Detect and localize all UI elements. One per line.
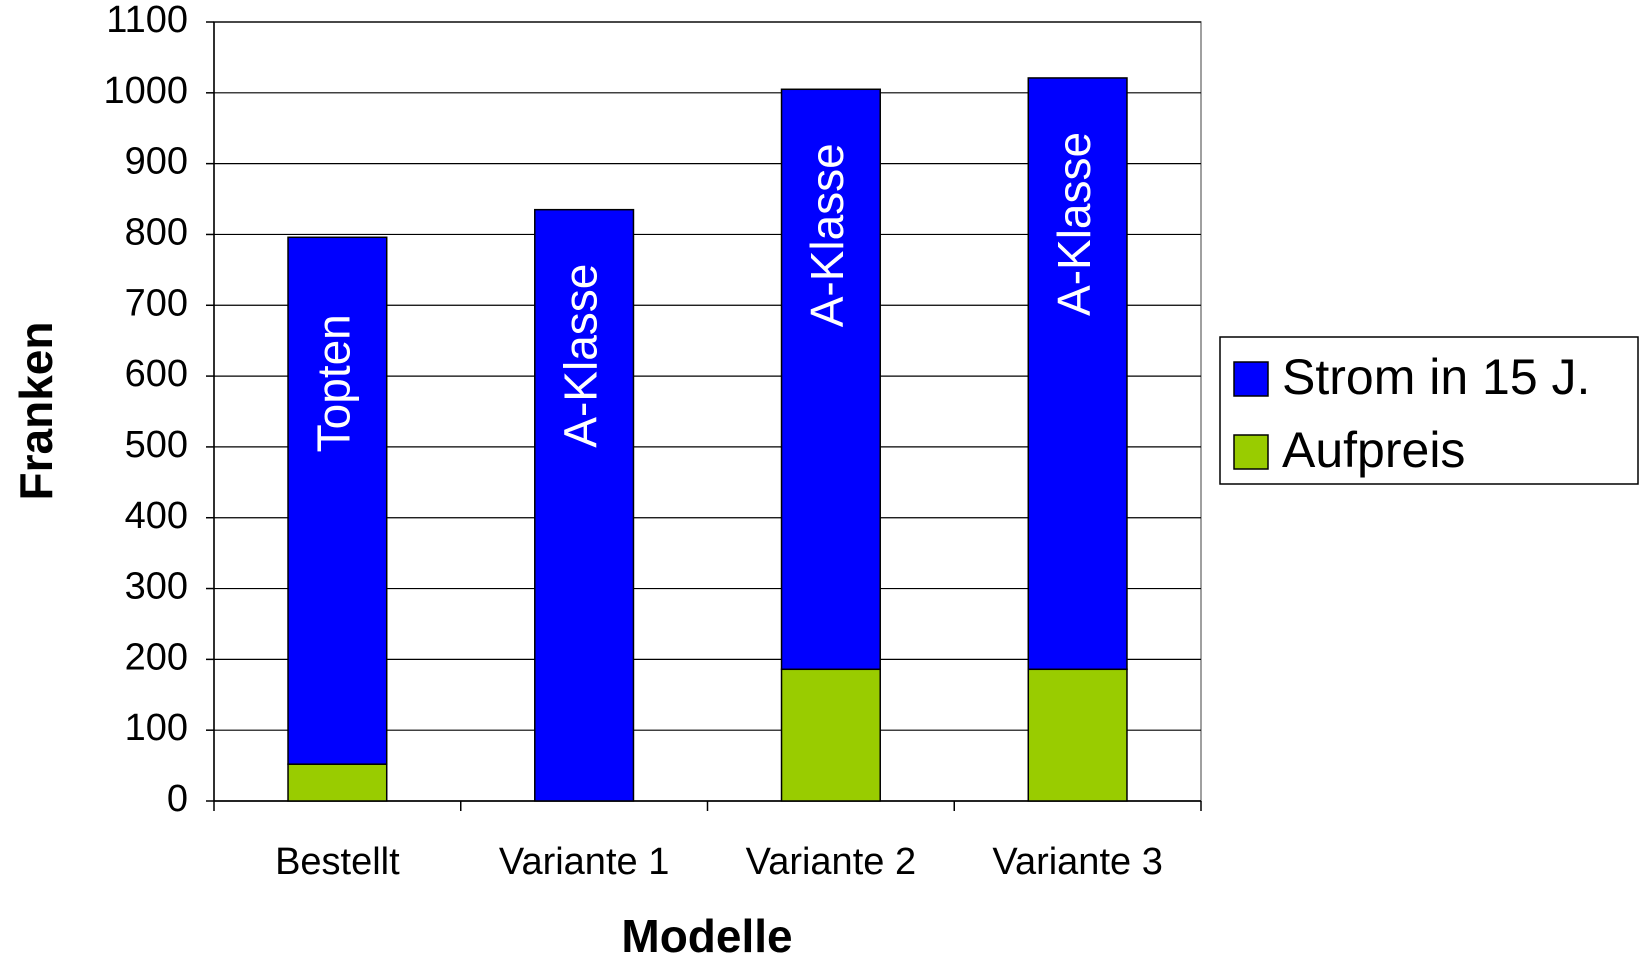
- y-tick-label: 800: [125, 211, 188, 253]
- bar-label: Topten: [308, 314, 360, 452]
- y-tick-label: 0: [167, 778, 188, 820]
- legend-swatch: [1233, 434, 1269, 470]
- bar-segment: [287, 763, 388, 802]
- y-tick-label: 700: [125, 282, 188, 324]
- bar-label: A-Klasse: [1048, 132, 1100, 316]
- bar-segment: [534, 208, 635, 802]
- y-tick-label: 500: [125, 424, 188, 466]
- bar-label: A-Klasse: [801, 143, 853, 327]
- bar-segment: [780, 88, 881, 671]
- y-tick-label: 1000: [103, 70, 188, 112]
- y-tick-label: 600: [125, 353, 188, 395]
- y-tick-label: 200: [125, 636, 188, 678]
- legend-swatch: [1233, 361, 1269, 397]
- bar-label: A-Klasse: [554, 264, 606, 448]
- y-tick-label: 300: [125, 566, 188, 608]
- x-tick-label: Variante 1: [499, 841, 669, 883]
- x-tick-label: Bestellt: [275, 841, 400, 883]
- legend-label: Aufpreis: [1282, 422, 1465, 478]
- x-tick-label: Variante 3: [992, 841, 1162, 883]
- bar-segment: [1027, 668, 1128, 802]
- legend-label: Strom in 15 J.: [1282, 349, 1590, 405]
- x-axis-title: Modelle: [621, 910, 792, 962]
- x-tick-label: Variante 2: [746, 841, 916, 883]
- y-tick-label: 100: [125, 707, 188, 749]
- legend: [1219, 336, 1639, 485]
- y-tick-label: 1100: [106, 0, 188, 41]
- bar-segment: [780, 668, 881, 802]
- y-tick-label: 400: [125, 495, 188, 537]
- y-axis-title: Franken: [10, 322, 62, 501]
- bar-segment: [287, 236, 388, 765]
- bar-segment: [1027, 77, 1128, 671]
- y-tick-label: 900: [125, 141, 188, 183]
